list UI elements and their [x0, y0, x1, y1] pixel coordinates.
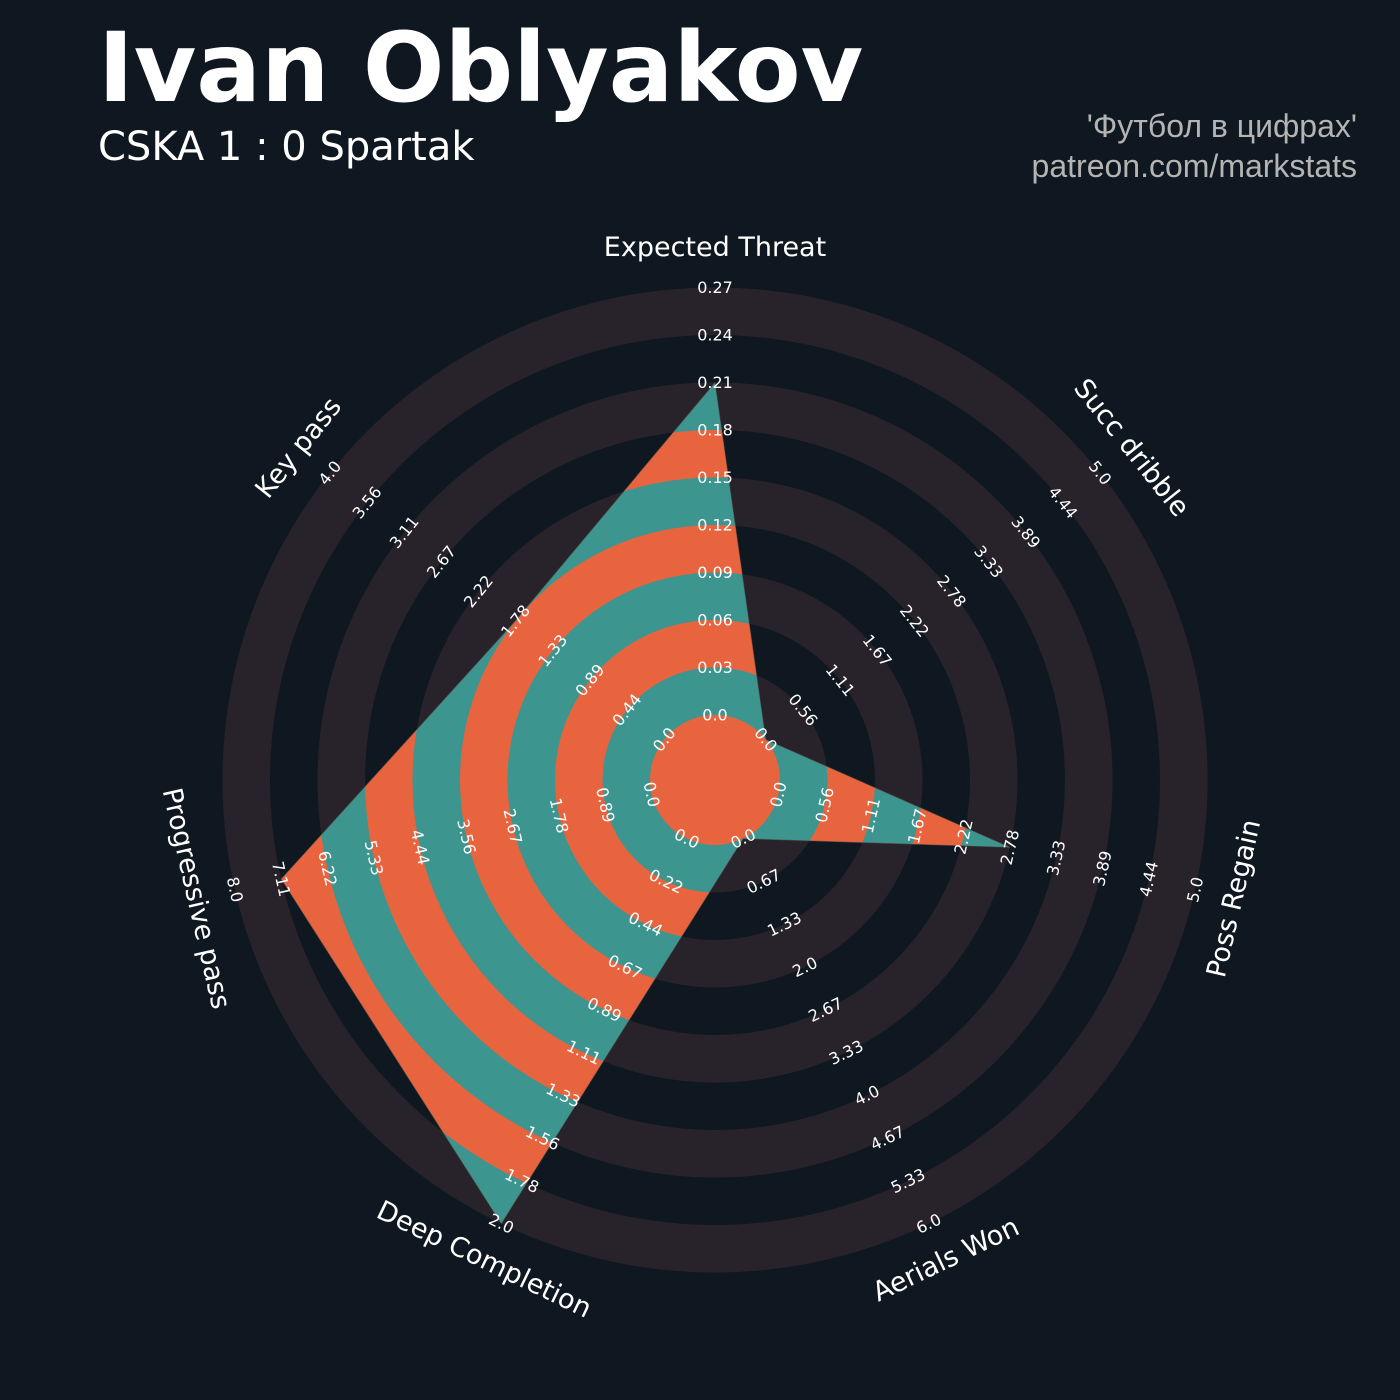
credit-block: 'Футбол в цифрах' patreon.com/markstats	[1032, 106, 1357, 186]
tick-label: 0.03	[697, 658, 733, 677]
credit-source: 'Футбол в цифрах'	[1086, 108, 1357, 144]
player-name-title: Ivan Oblyakov	[98, 12, 864, 124]
credit-url: patreon.com/markstats	[1031, 148, 1357, 184]
tick-label: 0.24	[697, 326, 733, 345]
radar-polygon-outline	[280, 381, 1011, 1225]
tick-label: 0.0	[702, 706, 727, 725]
axis-label: Poss Regain	[1201, 817, 1267, 981]
tick-label: 0.09	[697, 563, 733, 582]
series-line	[280, 381, 1011, 1225]
tick-label: 0.27	[697, 278, 733, 297]
polygon-band-center	[650, 715, 780, 845]
tick-label: 0.15	[697, 468, 733, 487]
tick-label: 0.06	[697, 611, 733, 630]
tick-label: 0.21	[697, 373, 733, 392]
tick-label: 0.12	[697, 516, 733, 535]
axis-label: Expected Threat	[604, 232, 826, 263]
match-subtitle: CSKA 1 : 0 Spartak	[98, 124, 475, 170]
tick-label: 0.18	[697, 421, 733, 440]
